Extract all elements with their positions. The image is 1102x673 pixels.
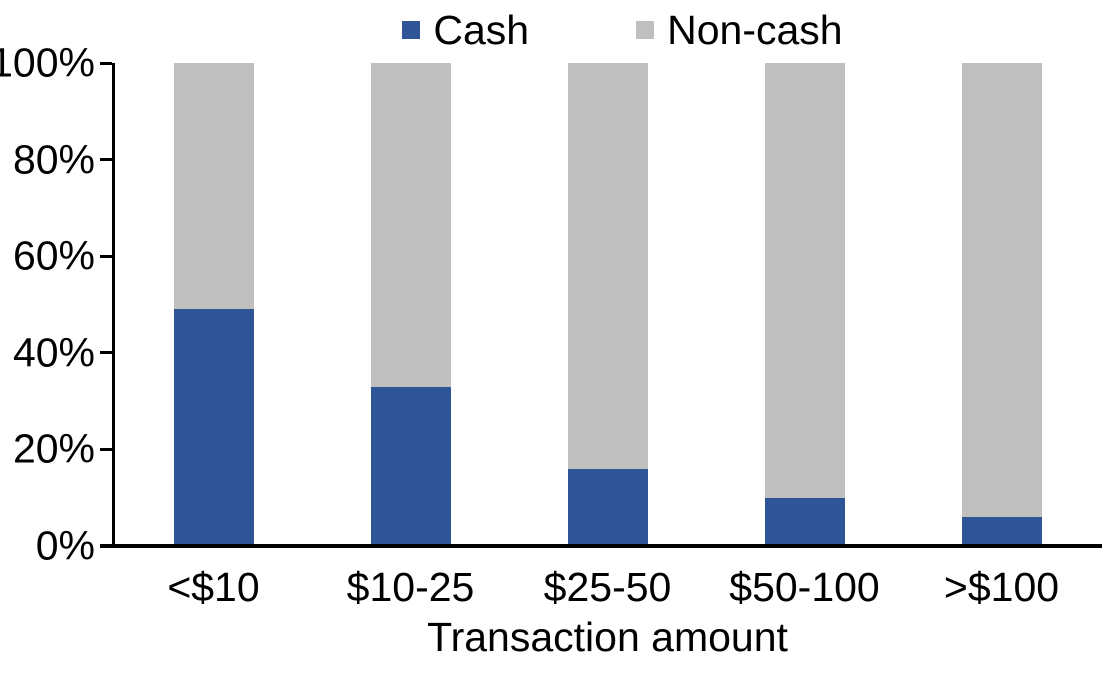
x-axis-line — [100, 544, 1102, 548]
bar-segment-cash — [370, 386, 451, 546]
bar-segment-non-cash — [764, 63, 845, 498]
bar-slot — [903, 63, 1100, 546]
y-tick-label: 100% — [0, 39, 95, 86]
y-tick-label: 0% — [35, 522, 95, 569]
stacked-bar — [764, 63, 845, 546]
stacked-bar — [370, 63, 451, 546]
stacked-bar — [961, 63, 1042, 546]
x-tick-label: >$100 — [943, 564, 1060, 610]
chart-legend: Cash Non-cash — [115, 8, 1100, 52]
x-axis-labels: <$10 $10-25 $25-50 $50-100 >$100 — [115, 567, 1100, 608]
bar-segment-cash — [567, 468, 648, 546]
legend-swatch-cash — [402, 21, 421, 39]
bar-segment-non-cash — [961, 63, 1042, 518]
y-tick-label: 80% — [12, 136, 95, 183]
stacked-bar — [567, 63, 648, 546]
y-axis-tick — [100, 351, 112, 355]
y-axis-tick — [100, 61, 112, 65]
bar-segment-non-cash — [567, 63, 648, 469]
bar-slot — [115, 63, 312, 546]
bar-slot — [509, 63, 706, 546]
bar-segment-cash — [173, 309, 254, 546]
legend-swatch-non-cash — [636, 21, 655, 39]
y-axis-tick — [100, 447, 112, 451]
y-tick-label: 60% — [12, 232, 95, 279]
y-axis-line — [112, 63, 115, 548]
legend-label: Cash — [433, 6, 530, 53]
x-tick-label: <$10 — [167, 564, 260, 610]
stacked-bar — [173, 63, 254, 546]
y-tick-label: 40% — [12, 329, 95, 376]
x-tick-label: $10-25 — [346, 564, 475, 610]
x-axis-title: Transaction amount — [427, 614, 788, 660]
legend-item-non-cash: Non-cash — [636, 6, 843, 53]
bar-segment-cash — [764, 497, 845, 546]
y-tick-label: 20% — [12, 425, 95, 472]
x-tick-label: $50-100 — [729, 564, 880, 610]
bar-segment-cash — [961, 517, 1042, 546]
plot-area: 0% 20% 40% 60% 80% 100% — [0, 42, 1102, 566]
bar-segment-non-cash — [370, 63, 451, 387]
bar-slot — [312, 63, 509, 546]
x-tick-label: $25-50 — [543, 564, 672, 610]
legend-label: Non-cash — [667, 6, 843, 53]
bar-segment-non-cash — [173, 63, 254, 310]
y-axis-tick — [100, 254, 112, 258]
bar-slot — [706, 63, 903, 546]
y-axis-tick — [100, 158, 112, 162]
legend-item-cash: Cash — [402, 6, 530, 53]
bars-container — [115, 63, 1100, 546]
